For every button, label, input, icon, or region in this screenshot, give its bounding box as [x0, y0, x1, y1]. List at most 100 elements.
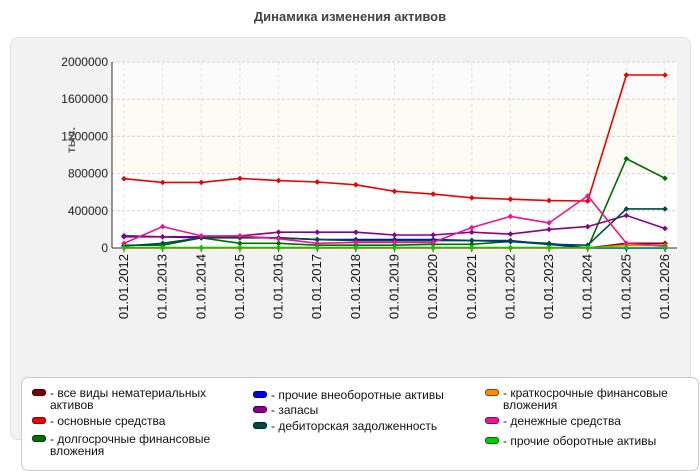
data-point — [159, 223, 166, 230]
x-tick-label: 01.01.2012 — [116, 254, 131, 319]
data-point — [507, 237, 514, 244]
legend-swatch — [485, 389, 499, 396]
data-point — [546, 241, 552, 248]
legend-swatch — [32, 435, 46, 442]
series-прочие оборотные активы — [121, 244, 668, 251]
data-point — [121, 175, 127, 182]
y-axis-label: тыс. — [64, 127, 78, 153]
legend: - все виды нематериальных активов - осно… — [21, 377, 699, 471]
legend-swatch — [253, 391, 267, 398]
data-point — [584, 193, 591, 199]
data-point — [430, 191, 436, 197]
legend-swatch — [32, 417, 46, 424]
data-point — [584, 223, 591, 230]
legend-label: - все виды нематериальных активов — [50, 386, 207, 412]
data-point — [584, 244, 591, 251]
data-point — [275, 244, 282, 251]
data-point — [314, 236, 321, 243]
data-point — [546, 244, 552, 251]
data-point — [353, 244, 359, 251]
data-point — [546, 226, 552, 233]
data-point — [507, 213, 514, 220]
x-tick-label: 01.01.2025 — [618, 254, 633, 319]
data-point — [662, 72, 668, 78]
chart-plot: 0 400000 800000 1200000 1600000 2000000 тыс. 01… — [61, 55, 677, 319]
data-point — [121, 234, 127, 240]
data-point — [430, 239, 436, 246]
data-point — [121, 244, 127, 251]
x-tick-label: 01.01.2023 — [541, 254, 556, 319]
y-tick-label: 400000 — [68, 204, 108, 218]
data-point — [237, 233, 243, 239]
data-point — [275, 235, 282, 242]
data-point — [662, 206, 668, 212]
data-point — [353, 229, 359, 236]
data-point — [159, 179, 166, 186]
y-tick-label: 800000 — [68, 167, 108, 181]
data-point — [314, 229, 321, 236]
legend-label: - прочие оборотные активы — [503, 434, 657, 448]
chart-frame: 0 400000 800000 1200000 1600000 2000000 тыс. 01… — [10, 37, 699, 471]
data-point — [507, 244, 514, 251]
x-tick-label: 01.01.2014 — [193, 254, 208, 319]
data-point — [353, 239, 359, 246]
data-point — [198, 244, 205, 251]
y-tick-label: 1200000 — [61, 129, 108, 143]
data-point — [623, 212, 630, 219]
data-point — [198, 233, 205, 239]
x-tick-label: 01.01.2016 — [271, 254, 286, 319]
data-point — [468, 224, 475, 231]
data-point — [468, 229, 475, 236]
data-point — [275, 229, 282, 236]
data-point — [546, 197, 552, 204]
x-tick-label: 01.01.2021 — [464, 254, 479, 319]
data-point — [468, 244, 475, 251]
legend-label: - денежные средства — [503, 414, 621, 428]
data-point — [662, 244, 668, 251]
legend-swatch — [32, 389, 46, 396]
data-point — [198, 179, 205, 186]
x-tick-label: 01.01.2022 — [502, 254, 517, 319]
data-point — [623, 206, 630, 212]
data-point — [159, 240, 166, 247]
legend-swatch — [485, 437, 499, 444]
data-point — [584, 198, 591, 204]
data-point — [468, 241, 475, 248]
legend-label: - дебиторская задолженность — [271, 419, 438, 433]
data-point — [314, 179, 321, 185]
legend-label: - долгосрочные финансовые вложения — [50, 432, 211, 458]
legend-label: - основные средства — [50, 414, 166, 428]
data-point — [623, 72, 630, 78]
data-point — [237, 244, 243, 251]
data-point — [507, 231, 514, 237]
data-point — [237, 240, 243, 247]
x-tick-label: 01.01.2019 — [387, 254, 402, 319]
data-point — [623, 155, 630, 162]
data-point — [391, 232, 398, 238]
chart-title: Динамика изменения активов — [253, 9, 447, 24]
data-point — [237, 175, 243, 182]
legend-swatch — [253, 422, 267, 429]
data-point — [430, 232, 436, 238]
data-point — [314, 244, 321, 251]
data-point — [314, 240, 321, 247]
data-point — [159, 234, 166, 240]
data-point — [623, 240, 630, 247]
data-point — [662, 225, 668, 232]
legend-swatch — [253, 406, 267, 413]
data-point — [159, 244, 166, 251]
data-point — [353, 181, 359, 188]
data-point — [275, 177, 282, 184]
data-point — [275, 240, 282, 247]
data-point — [507, 196, 514, 203]
x-tick-label: 01.01.2024 — [580, 254, 595, 319]
data-point — [121, 240, 127, 247]
y-tick-label: 0 — [101, 241, 108, 255]
y-tick-label: 2000000 — [61, 55, 108, 69]
series-основные средства — [121, 72, 668, 204]
data-point — [391, 188, 398, 195]
series-денежные средства — [121, 193, 668, 249]
x-tick-label: 01.01.2013 — [155, 254, 170, 319]
data-point — [468, 194, 475, 201]
data-point — [391, 239, 398, 246]
